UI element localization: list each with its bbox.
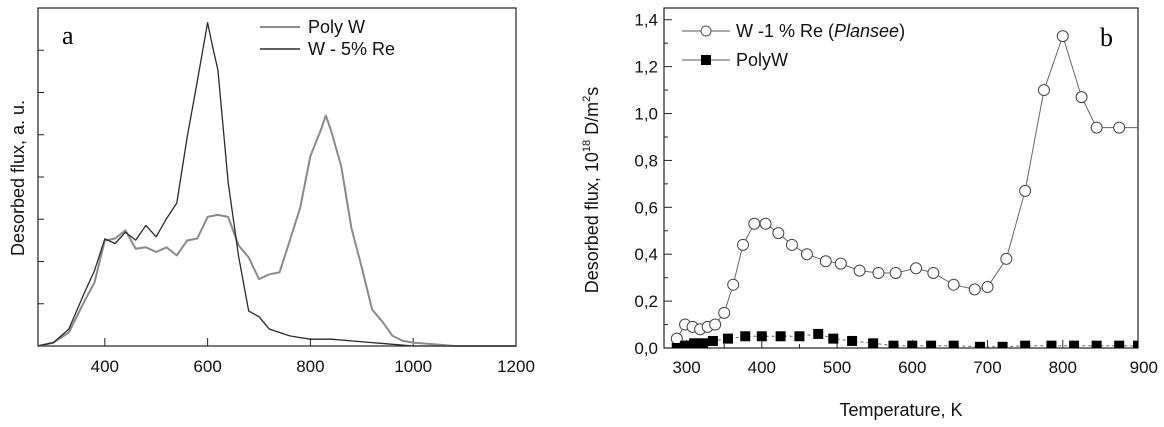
point-w-1re (748, 217, 761, 230)
panel-b-x-tick-label: 700 (973, 358, 1001, 377)
panel-b-x-tick-label: 800 (1049, 358, 1077, 377)
point-w-1re (727, 278, 740, 291)
panel-a-x-tick-label: 800 (296, 357, 324, 376)
panel-b-y-tick-label: 1,4 (634, 11, 658, 30)
panel-a-x-tick-label: 1000 (394, 357, 432, 376)
panel-b-y-tick-label: 0,2 (634, 292, 658, 311)
point-polyw (707, 335, 718, 346)
point-polyw (926, 340, 937, 348)
point-polyw (847, 335, 858, 346)
point-w-1re (1037, 84, 1050, 97)
point-polyw (689, 338, 700, 348)
panel-b-x-axis-label: Temperature, K (839, 400, 962, 420)
point-polyw (1069, 340, 1080, 348)
point-polyw (775, 331, 786, 342)
point-w-1re (772, 227, 785, 240)
point-w-1re (834, 257, 847, 270)
panel-a-letter: a (62, 21, 74, 50)
panel-b-y-axis-label: Desorbed flux, 1018 D/m2s (581, 87, 602, 293)
point-w-1re (709, 318, 722, 331)
panel-a-ticks: 400 600 800 1000 1200 (38, 49, 535, 376)
legend-label-w-1re: W -1 % Re (Plansee) (736, 21, 905, 41)
panel-b-letter: b (1100, 23, 1113, 52)
point-polyw (813, 328, 824, 339)
point-polyw (740, 331, 751, 342)
point-w-1re (718, 306, 731, 319)
point-polyw (948, 340, 959, 348)
panel-b-frame (663, 7, 1139, 349)
point-w-1re (1056, 30, 1069, 43)
point-w-1re (853, 264, 866, 277)
panel-b-x-tick-label: 600 (898, 358, 926, 377)
panel-b-x-tick-label: 300 (672, 358, 700, 377)
panel-b-y-tick-label: 0,6 (634, 198, 658, 217)
point-w-1re (800, 248, 813, 261)
point-polyw (1046, 340, 1057, 348)
panel-a-frame (37, 7, 517, 347)
legend-label-w-5re: W - 5% Re (308, 39, 395, 59)
panel-b-x-tick-label: 400 (748, 358, 776, 377)
point-w-1re (981, 281, 994, 294)
point-polyw (1133, 340, 1138, 348)
panel-b-y-tick-label: 0,4 (634, 245, 658, 264)
series-line-w-5re (37, 21, 516, 347)
point-polyw (698, 338, 709, 348)
panel-a-x-tick-label: 1200 (497, 357, 535, 376)
point-w-1re (872, 266, 885, 279)
panel-a-x-tick-label: 400 (91, 357, 119, 376)
point-polyw (828, 333, 839, 344)
point-w-1re (759, 217, 772, 230)
panel-b-ticks: 300 400 500 600 700 800 900 0,0 0,2 0,4 0,6 0,8 1,0 1… (634, 11, 1158, 377)
point-polyw (722, 333, 733, 344)
point-polyw (868, 338, 879, 348)
panel-a: a Desorbed flux, a. u. 400 600 800 1000 1200… (8, 7, 535, 376)
point-w-1re (910, 262, 923, 275)
panel-b-plot-area (670, 30, 1138, 348)
legend-marker-filled-square (701, 55, 711, 65)
panel-b-legend: W -1 % Re (Plansee) PolyW (682, 21, 905, 70)
point-polyw (888, 340, 899, 348)
panel-a-series (37, 21, 516, 347)
point-polyw (907, 340, 918, 348)
panel-b: b Desorbed flux, 1018 D/m2s Temperature,… (581, 7, 1158, 420)
panel-b-y-tick-label: 1,2 (634, 58, 658, 77)
point-polyw (794, 331, 805, 342)
point-w-1re (737, 238, 749, 251)
panel-b-y-tick-label: 0,0 (634, 339, 658, 358)
point-w-1re (947, 278, 960, 291)
point-polyw (680, 340, 691, 348)
point-w-1re (1113, 121, 1126, 134)
panel-b-y-tick-label: 0,8 (634, 151, 658, 170)
panel-a-x-tick-label: 600 (193, 357, 221, 376)
point-w-1re (819, 255, 832, 268)
point-w-1re (927, 266, 940, 279)
point-w-1re (1000, 252, 1013, 265)
legend-label-polyw: PolyW (736, 50, 788, 70)
legend-label-poly-w: Poly W (308, 17, 365, 37)
point-w-1re (785, 238, 798, 251)
point-polyw (671, 343, 682, 348)
series-line-w-1re (676, 34, 1138, 339)
point-polyw (975, 341, 985, 348)
point-w-1re (1090, 121, 1103, 134)
panel-b-series (670, 30, 1138, 348)
point-polyw (1114, 340, 1125, 348)
series-line-poly-w (37, 114, 516, 347)
panel-b-y-tick-label: 1,0 (634, 105, 658, 124)
panel-a-legend: Poly W W - 5% Re (260, 17, 395, 59)
point-w-1re (1019, 184, 1032, 197)
point-polyw (1091, 340, 1102, 348)
legend-marker-open-circle (700, 25, 712, 37)
panel-a-y-axis-label: Desorbed flux, a. u. (8, 100, 28, 256)
panel-b-x-tick-label: 500 (823, 358, 851, 377)
point-w-1re (968, 283, 981, 296)
point-polyw (756, 331, 767, 342)
point-polyw (1020, 340, 1031, 348)
point-w-1re (889, 266, 902, 279)
panel-b-x-tick-label: 900 (1130, 358, 1158, 377)
point-w-1re (1075, 91, 1088, 104)
point-polyw (997, 341, 1008, 348)
